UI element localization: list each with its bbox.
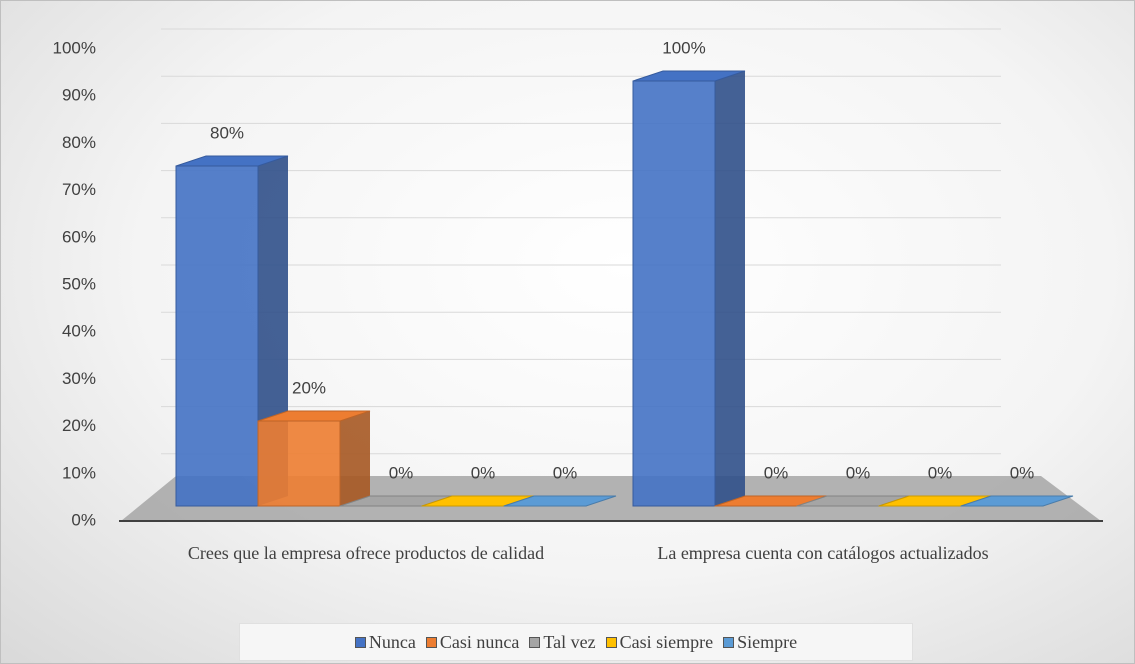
bar-side [340, 411, 370, 506]
bar-front [175, 165, 259, 507]
y-tick-label: 30% [62, 369, 96, 388]
value-label: 0% [846, 463, 871, 482]
bar [632, 70, 746, 507]
y-tick-label: 20% [62, 416, 96, 435]
x-tick-label: Crees que la empresa ofrece productos de… [187, 543, 545, 563]
legend-label: Casi siempre [619, 631, 714, 652]
y-tick-label: 40% [62, 322, 96, 341]
legend-label: Nunca [368, 631, 416, 652]
legend-item: Siempre [723, 632, 797, 653]
legend-item: Casi siempre [605, 631, 714, 653]
y-tick-label: 70% [62, 180, 96, 199]
value-label: 80% [210, 123, 244, 142]
legend-swatch [723, 636, 735, 648]
legend-label: Casi nunca [439, 631, 520, 652]
value-label: 0% [928, 463, 953, 482]
x-tick-label: La empresa cuenta con catálogos actualiz… [657, 543, 989, 563]
legend-swatch [425, 636, 437, 648]
y-tick-label: 10% [62, 463, 96, 482]
bar [503, 495, 617, 507]
bar-top [503, 495, 617, 507]
value-label: 100% [662, 38, 705, 57]
bar-top [175, 155, 289, 167]
y-tick-label: 100% [53, 38, 96, 57]
bar [421, 495, 535, 507]
legend-label: Siempre [737, 631, 798, 652]
legend-item: Casi nunca [425, 631, 520, 653]
bar [257, 410, 371, 507]
bar-front [257, 420, 341, 507]
bar-top [632, 70, 746, 82]
bar-side [715, 71, 745, 506]
y-tick-label: 80% [62, 133, 96, 152]
bar [960, 495, 1074, 507]
bar-top [960, 495, 1074, 507]
bar-front [632, 80, 716, 507]
bar-top [257, 410, 371, 422]
value-label: 0% [553, 463, 578, 482]
value-label: 0% [471, 463, 496, 482]
y-tick-label: 90% [62, 86, 96, 105]
y-tick-label: 60% [62, 227, 96, 246]
legend-swatch [354, 636, 366, 648]
y-tick-label: 0% [71, 510, 96, 529]
legend-item: Tal vez [529, 631, 596, 653]
value-label: 0% [764, 463, 789, 482]
value-label: 0% [1010, 463, 1035, 482]
legend-swatch [529, 636, 541, 648]
value-label: 20% [292, 378, 326, 397]
legend-label: Tal vez [543, 631, 596, 652]
value-label: 0% [389, 463, 414, 482]
legend-swatch [605, 636, 617, 648]
y-tick-label: 50% [62, 274, 96, 293]
legend-item: Nunca [354, 631, 416, 653]
legend: Nunca Casi nunca Tal vez Casi siempre Siempr… [239, 623, 913, 661]
